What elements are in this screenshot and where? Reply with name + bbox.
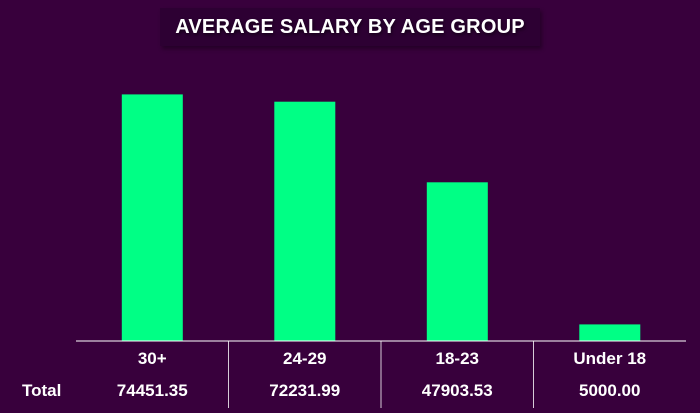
chart-title: AVERAGE SALARY BY AGE GROUP [175,16,525,38]
bars-layer [121,94,641,342]
series-name-label: Total [22,381,61,400]
value-label-0: 74451.35 [117,381,188,400]
bar-1 [274,101,336,341]
bar-2 [426,182,488,341]
title-box: AVERAGE SALARY BY AGE GROUP [160,8,540,46]
category-label-0: 30+ [138,349,167,368]
category-label-3: Under 18 [573,349,646,368]
value-label-1: 72231.99 [269,381,340,400]
value-label-2: 47903.53 [422,381,493,400]
bar-3 [579,324,641,341]
category-label-2: 18-23 [436,349,479,368]
labels-layer: 30+ 24-29 18-23 Under 18 Total 74451.35 72231.… [22,349,646,400]
category-label-1: 24-29 [283,349,326,368]
bar-0 [121,94,183,342]
value-label-3: 5000.00 [579,381,640,400]
axis-layer [76,340,686,408]
